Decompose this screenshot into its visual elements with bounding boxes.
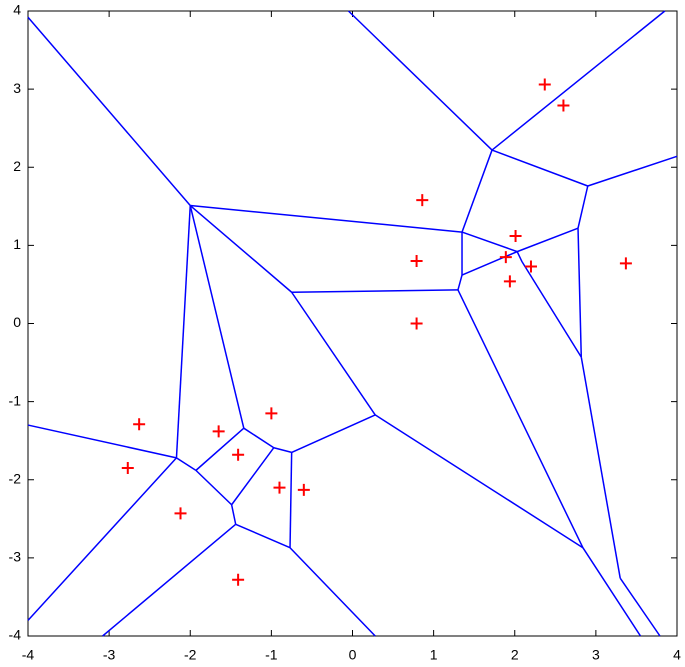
voronoi-edge xyxy=(516,227,579,253)
voronoi-edge xyxy=(347,10,493,151)
x-tick-label: -2 xyxy=(184,647,197,663)
voronoi-edge xyxy=(176,457,197,472)
site-marker xyxy=(297,483,310,496)
voronoi-edge xyxy=(587,155,678,187)
site-marker xyxy=(524,260,537,273)
site-marker xyxy=(232,448,245,461)
voronoi-edge xyxy=(189,205,245,429)
site-marker xyxy=(410,317,423,330)
site-marker xyxy=(557,99,570,112)
voronoi-edge xyxy=(580,356,621,579)
voronoi-edge xyxy=(195,469,233,506)
voronoi-edge xyxy=(516,251,523,263)
voronoi-edge xyxy=(102,523,237,637)
voronoi-edge xyxy=(619,577,661,637)
site-marker xyxy=(410,255,423,267)
voronoi-edge xyxy=(291,414,376,454)
site-marker xyxy=(265,407,278,420)
site-marker xyxy=(619,257,632,270)
site-marker xyxy=(212,425,225,438)
site-marker xyxy=(121,462,134,475)
voronoi-edge xyxy=(521,261,582,358)
voronoi-edge xyxy=(291,289,458,293)
voronoi-edge xyxy=(243,427,275,449)
site-marker xyxy=(232,573,245,586)
site-marker xyxy=(133,418,146,431)
voronoi-edge xyxy=(235,523,291,549)
y-tick-label: 4 xyxy=(13,2,21,18)
voronoi-edge xyxy=(195,427,245,471)
voronoi-edge xyxy=(189,204,293,293)
voronoi-edge xyxy=(230,504,237,525)
voronoi-edge xyxy=(374,414,584,549)
x-tick-label: -4 xyxy=(22,647,35,663)
site-marker xyxy=(273,481,286,494)
site-marker xyxy=(416,194,429,207)
x-tick-label: 3 xyxy=(592,647,600,663)
x-tick-label: 4 xyxy=(673,647,681,663)
voronoi-edge xyxy=(231,447,275,506)
voronoi-edge xyxy=(577,185,589,229)
x-tick-label: 1 xyxy=(430,647,438,663)
y-tick-label: 1 xyxy=(13,236,21,252)
site-marker xyxy=(503,275,516,288)
voronoi-edge xyxy=(273,446,292,454)
x-tick-label: 2 xyxy=(511,647,519,663)
voronoi-edge xyxy=(491,10,666,151)
x-tick-label: 0 xyxy=(349,647,357,663)
voronoi-edge xyxy=(289,452,293,548)
voronoi-edge xyxy=(289,547,376,637)
voronoi-edge xyxy=(175,205,191,458)
y-tick-label: 2 xyxy=(13,158,21,174)
site-marker xyxy=(499,251,512,264)
y-tick-label: -4 xyxy=(9,627,22,643)
voronoi-edge xyxy=(491,149,589,187)
voronoi-edge xyxy=(577,228,583,358)
y-tick-label: 0 xyxy=(13,314,21,330)
voronoi-edge xyxy=(27,457,178,621)
voronoi-edge xyxy=(582,547,642,637)
y-tick-label: -1 xyxy=(9,392,22,408)
y-tick-label: 3 xyxy=(13,80,21,96)
voronoi-edge xyxy=(27,16,191,207)
x-tick-label: -1 xyxy=(265,647,278,663)
voronoi-edge xyxy=(291,291,376,416)
voronoi-edge xyxy=(461,149,493,233)
y-tick-label: -2 xyxy=(9,470,22,486)
voronoi-edge xyxy=(27,424,177,459)
voronoi-edge xyxy=(190,204,463,233)
site-marker xyxy=(538,78,551,91)
site-marker xyxy=(174,507,187,520)
voronoi-edge xyxy=(457,289,584,549)
site-marker xyxy=(509,230,522,242)
voronoi-edge xyxy=(461,250,518,276)
voronoi-edge xyxy=(461,231,518,253)
x-tick-label: -3 xyxy=(103,647,116,663)
voronoi-edge xyxy=(457,274,463,291)
y-tick-label: -3 xyxy=(9,549,22,565)
